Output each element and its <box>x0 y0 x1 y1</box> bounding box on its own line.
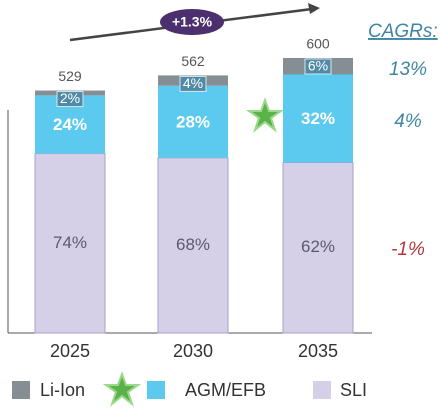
data-label: 32% <box>301 109 335 128</box>
cagr-label: 4% <box>394 111 422 132</box>
data-label: 2% <box>60 90 80 106</box>
legend-swatch <box>147 381 165 399</box>
cagr-label: -1% <box>391 239 425 260</box>
data-label: 24% <box>53 115 87 134</box>
total-label: 529 <box>58 68 82 84</box>
x-tick-label: 2030 <box>173 341 213 361</box>
data-label: 4% <box>183 75 203 91</box>
bar-segment <box>283 74 353 163</box>
data-label: 6% <box>308 58 328 74</box>
bar-segment <box>157 157 229 334</box>
growth-label: +1.3% <box>172 14 213 30</box>
star-icon <box>245 97 285 133</box>
total-label: 600 <box>306 36 330 52</box>
data-label: 74% <box>53 233 87 252</box>
arrow-head <box>308 3 320 14</box>
total-label: 562 <box>181 53 205 69</box>
growth-badge <box>160 9 224 35</box>
legend-label: Li-Ion <box>40 380 85 400</box>
x-tick-label: 2035 <box>298 341 338 361</box>
legend-swatch <box>313 381 331 399</box>
bar-segment <box>158 85 228 158</box>
bar-segment <box>34 153 106 334</box>
bar-segment <box>282 162 354 334</box>
data-label-box <box>56 91 84 108</box>
data-label-box <box>304 58 332 75</box>
legend-label: AGM/EFB <box>185 380 266 400</box>
cagr-label: 13% <box>389 59 427 80</box>
data-label-box <box>179 75 207 92</box>
cagr-title: CAGRs: <box>368 21 438 42</box>
data-label: 68% <box>176 235 210 254</box>
star-icon <box>102 371 142 407</box>
legend-swatch <box>12 381 30 399</box>
data-label: 62% <box>301 237 335 256</box>
x-tick-label: 2025 <box>50 341 90 361</box>
legend-label: SLI <box>340 380 367 400</box>
data-label: 28% <box>176 112 210 131</box>
